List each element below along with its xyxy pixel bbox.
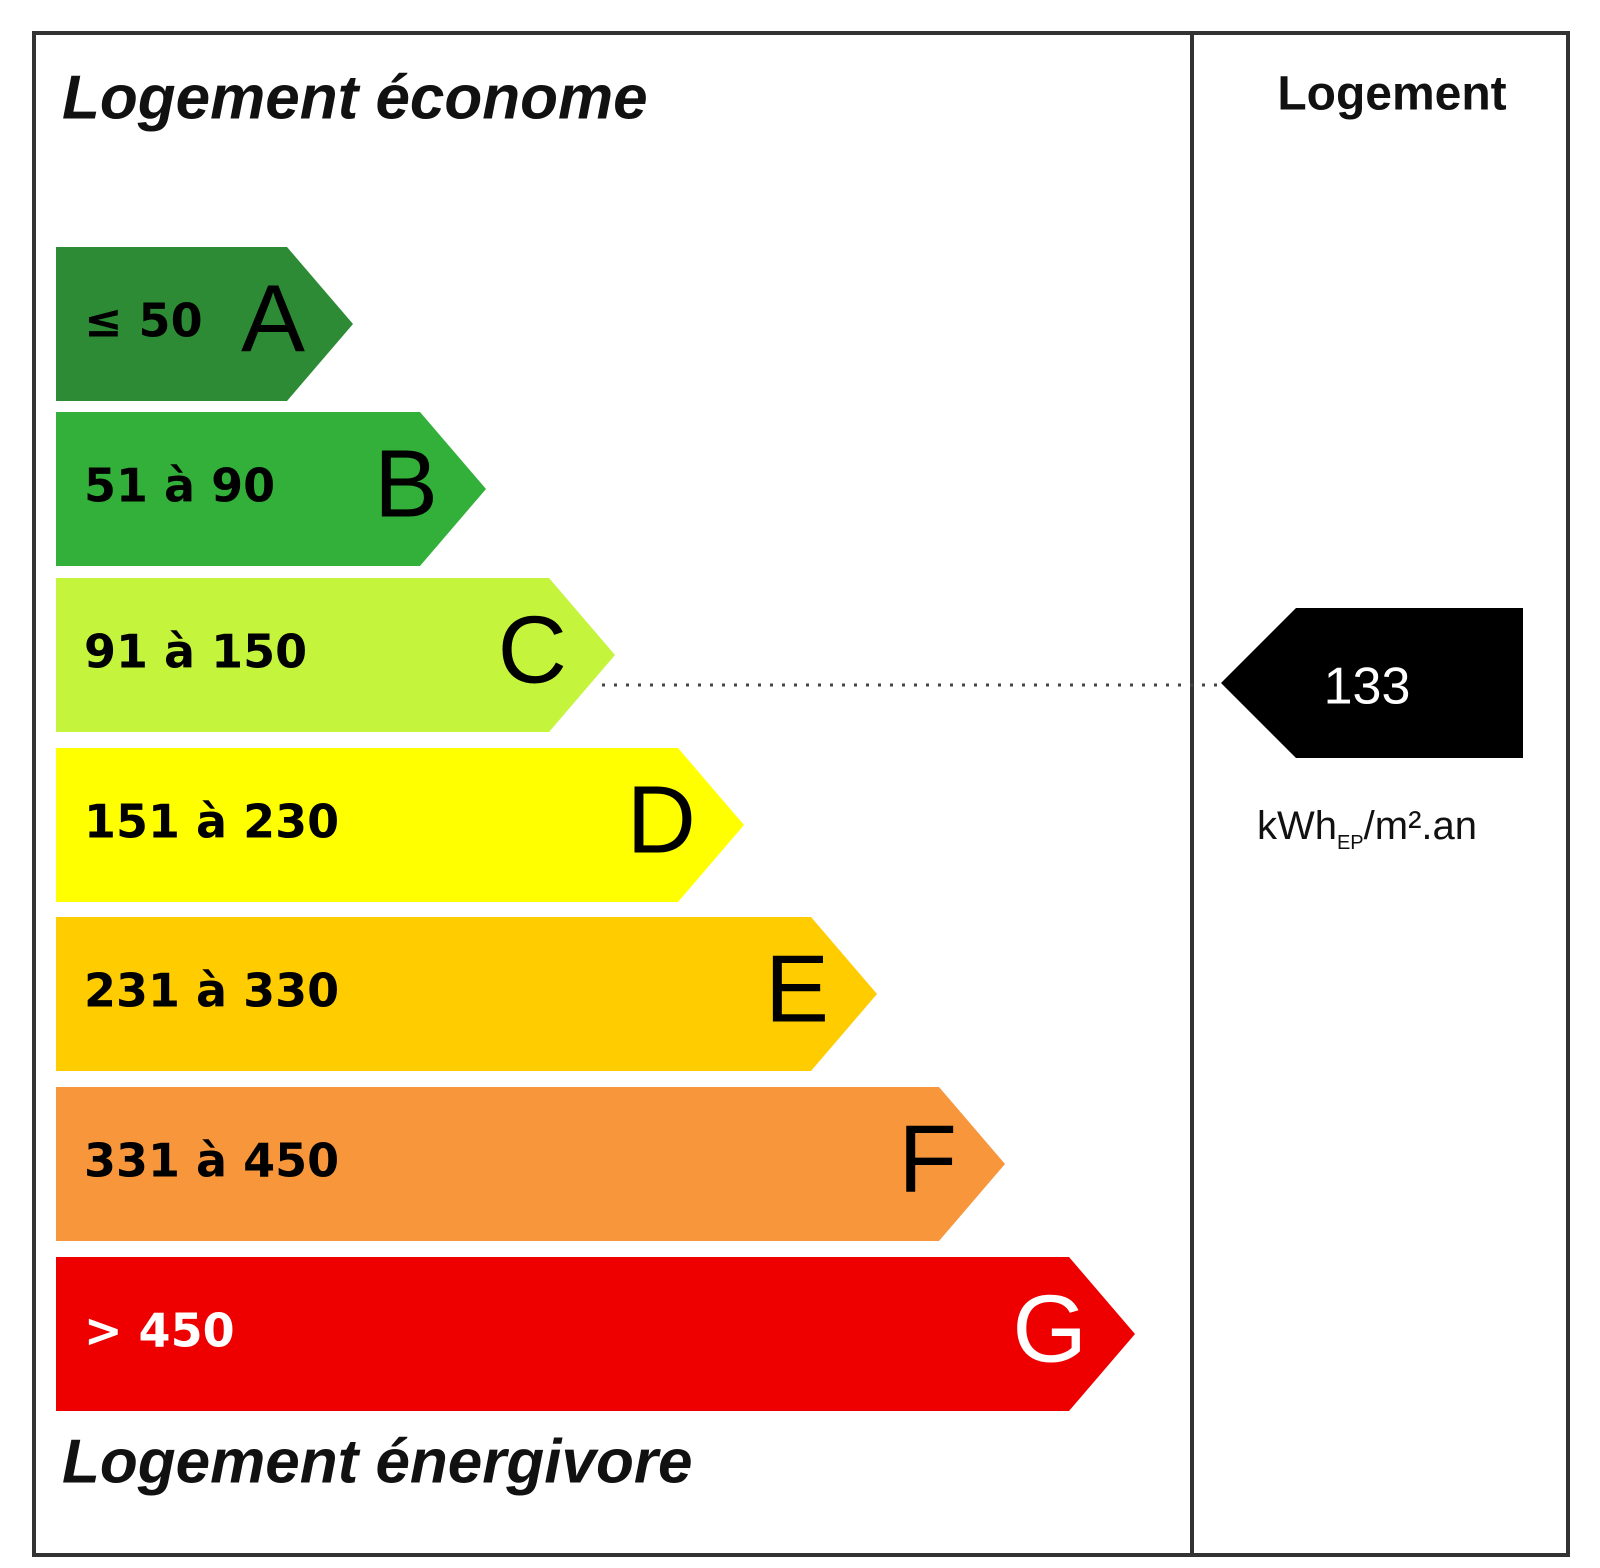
indicator-value: 133	[1324, 658, 1411, 716]
class-bar	[56, 1087, 1005, 1241]
frame	[32, 31, 1570, 1557]
unit-rest: /m².an	[1364, 804, 1477, 848]
class-range: 91 à 150	[84, 625, 307, 679]
unit-sub: EP	[1337, 832, 1364, 854]
class-letter: B	[374, 430, 438, 537]
class-letter: A	[241, 265, 305, 372]
class-bar	[56, 748, 744, 902]
class-bar	[56, 578, 615, 732]
class-bar	[56, 917, 877, 1071]
unit-main: kWh	[1257, 804, 1337, 848]
class-bar	[56, 247, 353, 401]
title-bottom: Logement énergivore	[62, 1427, 692, 1496]
class-bar	[56, 412, 486, 566]
unit: kWhEP/m².an	[1257, 804, 1477, 855]
class-letter: F	[898, 1105, 957, 1212]
column-title: Logement	[1277, 68, 1506, 121]
class-range: > 450	[84, 1304, 235, 1358]
class-range: 231 à 330	[84, 964, 339, 1018]
class-letter: C	[498, 596, 567, 703]
class-letter: E	[765, 935, 829, 1042]
class-bar	[56, 1257, 1135, 1411]
classes: ≤ 50 A 51 à 90 B 91 à 150 C 151 à 230 D 231 à 33…	[56, 247, 1135, 1411]
class-letter: G	[1012, 1275, 1087, 1382]
title-top: Logement économe	[62, 63, 648, 132]
class-range: ≤ 50	[84, 294, 203, 348]
indicator-arrow	[1221, 608, 1523, 758]
class-range: 331 à 450	[84, 1134, 339, 1188]
class-letter: D	[627, 766, 696, 873]
class-range: 51 à 90	[84, 459, 275, 513]
class-range: 151 à 230	[84, 795, 339, 849]
